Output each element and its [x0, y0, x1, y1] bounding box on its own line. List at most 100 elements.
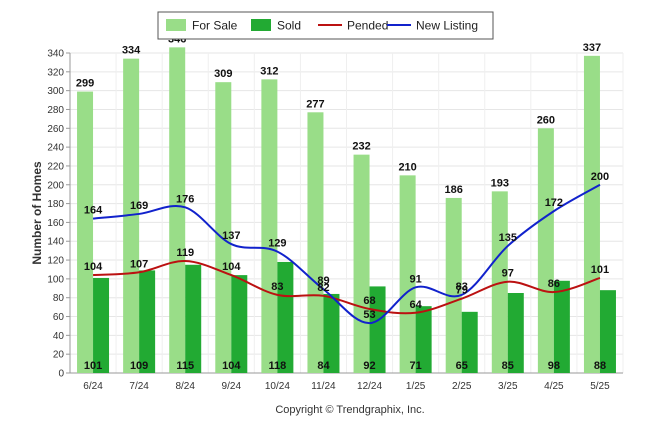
- label-new-listing: 91: [410, 273, 422, 285]
- y-axis-title: Number of Homes: [30, 161, 44, 265]
- chart-legend: For Sale Sold Pended New Listing: [157, 11, 494, 40]
- chart-axes: 0 20 40 60 80 100 120 140 160 180 200 220 240 260 280 3…: [47, 49, 623, 392]
- label-for-sale: 312: [260, 65, 278, 77]
- bar-sold: [323, 293, 340, 373]
- y-tick-label: 260: [47, 124, 64, 135]
- label-for-sale: 337: [583, 42, 601, 54]
- label-new-listing: 135: [499, 232, 517, 244]
- y-tick-label: 40: [53, 331, 65, 342]
- label-pended: 101: [591, 264, 609, 276]
- y-tick-label: 140: [47, 237, 64, 248]
- bar-sold: [139, 270, 156, 373]
- bar-sold: [185, 264, 202, 373]
- x-tick-label: 3/25: [498, 381, 518, 392]
- label-sold: 71: [410, 360, 422, 372]
- y-tick-label: 100: [47, 274, 64, 285]
- y-tick-label: 180: [47, 199, 64, 210]
- bar-sold: [231, 275, 248, 373]
- label-new-listing: 200: [591, 171, 609, 183]
- y-tick-label: 340: [47, 49, 64, 60]
- label-for-sale: 277: [306, 98, 324, 110]
- x-tick-label: 11/24: [311, 381, 336, 392]
- chart-lines: [92, 183, 601, 325]
- bar-sold: [277, 261, 294, 373]
- bar-sold: [93, 277, 110, 373]
- label-new-listing: 137: [222, 230, 240, 242]
- legend-label: Pended: [347, 19, 388, 33]
- line-pended: [92, 259, 601, 315]
- legend-label: For Sale: [192, 19, 238, 33]
- label-pended: 68: [363, 295, 375, 307]
- label-for-sale: 260: [537, 114, 555, 126]
- y-tick-label: 200: [47, 180, 64, 191]
- label-for-sale: 193: [491, 177, 509, 189]
- label-for-sale: 186: [445, 184, 463, 196]
- bar-for-sale: [399, 175, 416, 373]
- label-new-listing: 172: [545, 197, 563, 209]
- label-sold: 115: [176, 360, 194, 372]
- y-tick-label: 240: [47, 143, 64, 154]
- label-new-listing: 164: [84, 205, 103, 217]
- label-for-sale: 299: [76, 78, 94, 90]
- bar-for-sale: [445, 197, 462, 373]
- x-tick-label: 7/24: [129, 381, 149, 392]
- bar-for-sale: [491, 191, 508, 373]
- label-pended: 104: [222, 261, 241, 273]
- bar-for-sale: [583, 55, 600, 374]
- x-tick-label: 10/24: [265, 381, 290, 392]
- label-pended: 79: [456, 285, 468, 297]
- x-tick-label: 5/25: [590, 381, 610, 392]
- label-sold: 92: [363, 360, 375, 372]
- y-tick-label: 300: [47, 86, 64, 97]
- label-pended: 83: [271, 281, 283, 293]
- label-sold: 65: [456, 360, 468, 372]
- x-tick-label: 8/24: [175, 381, 195, 392]
- label-new-listing: 83: [456, 281, 468, 293]
- y-tick-label: 320: [47, 67, 64, 78]
- bar-for-sale: [77, 91, 94, 374]
- x-tick-label: 4/25: [544, 381, 564, 392]
- y-tick-label: 60: [53, 312, 65, 323]
- label-pended: 86: [548, 278, 560, 290]
- bar-for-sale: [353, 154, 370, 373]
- bar-sold: [415, 306, 432, 373]
- bar-for-sale: [537, 128, 554, 373]
- chart-bars: [77, 47, 616, 374]
- y-tick-label: 160: [47, 218, 64, 229]
- label-sold: 101: [84, 360, 102, 372]
- y-tick-label: 80: [53, 293, 65, 304]
- label-sold: 109: [130, 360, 148, 372]
- label-for-sale: 309: [214, 68, 232, 80]
- y-tick-label: 220: [47, 161, 64, 172]
- label-new-listing: 53: [363, 309, 375, 321]
- copyright-footer: Copyright © Trendgraphix, Inc.: [275, 404, 424, 416]
- label-sold: 84: [317, 360, 330, 372]
- label-pended: 119: [176, 247, 194, 259]
- line-new-listing: [92, 183, 601, 325]
- x-tick-label: 9/24: [222, 381, 242, 392]
- label-sold: 88: [594, 360, 606, 372]
- legend-label: Sold: [277, 19, 301, 33]
- x-tick-label: 1/25: [406, 381, 426, 392]
- label-pended: 104: [84, 261, 103, 273]
- label-sold: 118: [269, 360, 287, 372]
- label-sold: 85: [502, 360, 514, 372]
- y-tick-label: 0: [58, 369, 64, 380]
- legend-swatch: [166, 19, 186, 31]
- label-pended: 107: [130, 258, 148, 270]
- label-new-listing: 176: [176, 193, 194, 205]
- label-pended: 64: [410, 299, 423, 311]
- y-tick-label: 120: [47, 256, 64, 267]
- label-pended: 82: [317, 282, 329, 294]
- label-new-listing: 169: [130, 200, 148, 212]
- bar-sold: [461, 311, 478, 373]
- bar-sold: [599, 290, 616, 373]
- legend-label: New Listing: [416, 19, 478, 33]
- bar-sold: [507, 293, 524, 373]
- label-new-listing: 89: [317, 275, 329, 287]
- y-tick-label: 20: [53, 350, 65, 361]
- chart-grid: [69, 52, 624, 374]
- bar-for-sale: [169, 47, 186, 374]
